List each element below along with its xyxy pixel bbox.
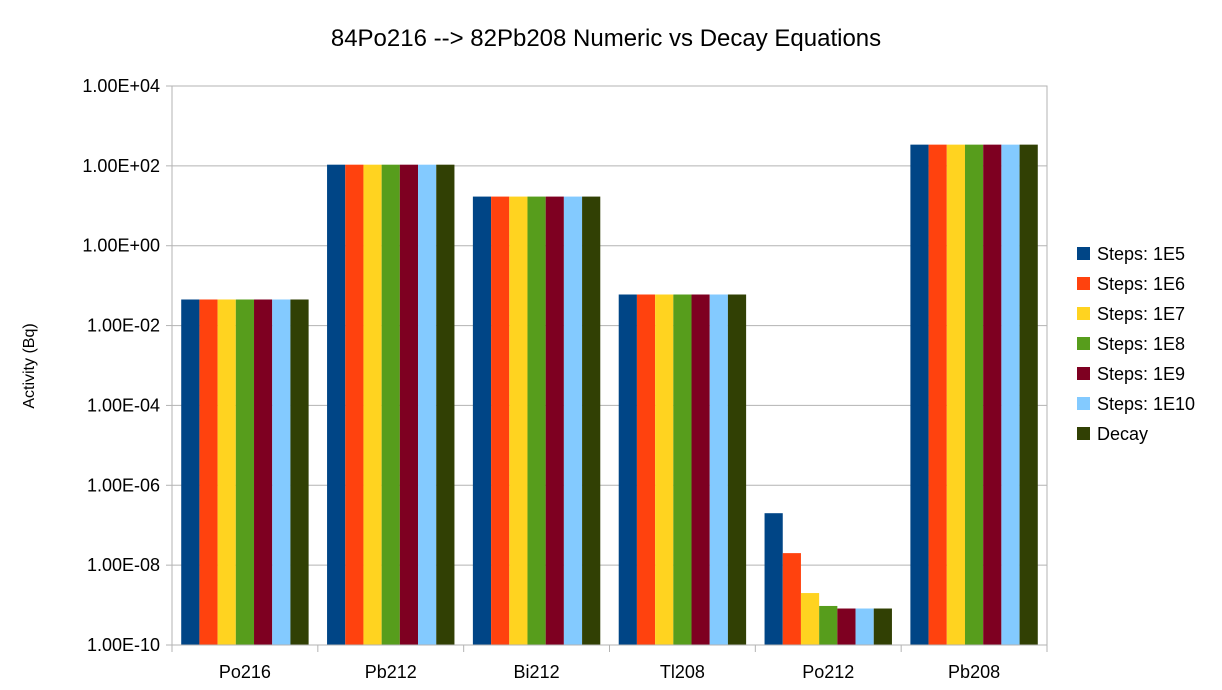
bar (873, 608, 892, 645)
bar (582, 196, 601, 645)
y-tick-label: 1.00E+02 (82, 156, 160, 176)
bar (399, 164, 419, 645)
bar (272, 299, 291, 645)
bar (509, 196, 528, 645)
bar (217, 299, 236, 645)
y-tick-label: 1.00E-06 (87, 475, 160, 495)
x-tick-label: Po212 (802, 662, 854, 682)
bar (655, 294, 674, 645)
bar (691, 294, 710, 645)
y-tick-label: 1.00E-10 (87, 635, 160, 655)
bar (363, 164, 382, 645)
bar (910, 144, 929, 645)
bar (928, 144, 947, 645)
bar (636, 294, 656, 645)
x-tick-label: Pb212 (365, 662, 417, 682)
bars (181, 144, 1038, 645)
bar (345, 164, 364, 645)
legend-label: Steps: 1E5 (1097, 244, 1185, 264)
y-axis-label: Activity (Bq) (21, 323, 38, 408)
axes (171, 85, 1048, 652)
bar (855, 608, 874, 645)
legend: Steps: 1E5 Steps: 1E6 Steps: 1E7 Steps: 1E8… (1077, 244, 1195, 444)
bar (983, 144, 1002, 645)
legend-swatch (1077, 307, 1090, 320)
bar (764, 513, 783, 645)
legend-label: Steps: 1E6 (1097, 274, 1185, 294)
legend-label: Steps: 1E7 (1097, 304, 1185, 324)
y-tick-labels: 1.00E+04 1.00E+02 1.00E+00 1.00E-02 1.00E-04… (82, 76, 160, 655)
bar (946, 144, 965, 645)
y-tick-label: 1.00E+00 (82, 236, 160, 256)
chart-title: 84Po216 --> 82Pb208 Numeric vs Decay Equ… (331, 25, 881, 52)
bar (800, 593, 820, 645)
x-tick-label: Tl208 (660, 662, 705, 682)
bar (782, 553, 801, 645)
bar (727, 294, 747, 645)
legend-swatch (1077, 397, 1090, 410)
x-tick-label: Pb208 (948, 662, 1000, 682)
bar (436, 164, 455, 645)
bar (563, 196, 583, 645)
bar (1001, 144, 1020, 645)
legend-swatch (1077, 367, 1090, 380)
bar (673, 294, 692, 645)
y-tick-label: 1.00E-02 (87, 316, 160, 336)
y-tick-label: 1.00E-08 (87, 555, 160, 575)
legend-swatch (1077, 337, 1090, 350)
bar (819, 605, 838, 645)
bar (290, 299, 309, 645)
bar (381, 164, 400, 645)
legend-label: Decay (1097, 424, 1148, 444)
bar (964, 144, 984, 645)
bar (199, 299, 218, 645)
y-tick-label: 1.00E+04 (82, 76, 160, 96)
bar (491, 196, 510, 645)
legend-label: Steps: 1E9 (1097, 364, 1185, 384)
bar (235, 299, 255, 645)
x-tick-label: Bi212 (514, 662, 560, 682)
legend-label: Steps: 1E10 (1097, 394, 1195, 414)
bar (327, 164, 346, 645)
bar (618, 294, 637, 645)
bar (181, 299, 200, 645)
legend-swatch (1077, 277, 1090, 290)
x-tick-label: Po216 (219, 662, 271, 682)
legend-swatch (1077, 247, 1090, 260)
bar (709, 294, 728, 645)
bar (837, 608, 856, 645)
bar (545, 196, 564, 645)
legend-swatch (1077, 427, 1090, 440)
bar (418, 164, 437, 645)
y-tick-label: 1.00E-04 (87, 395, 160, 415)
bar (1019, 144, 1038, 645)
bar (472, 196, 492, 645)
bar (254, 299, 273, 645)
bar (527, 196, 546, 645)
x-tick-labels: Po216 Pb212 Bi212 Tl208 Po212 Pb208 (219, 662, 1000, 682)
legend-label: Steps: 1E8 (1097, 334, 1185, 354)
